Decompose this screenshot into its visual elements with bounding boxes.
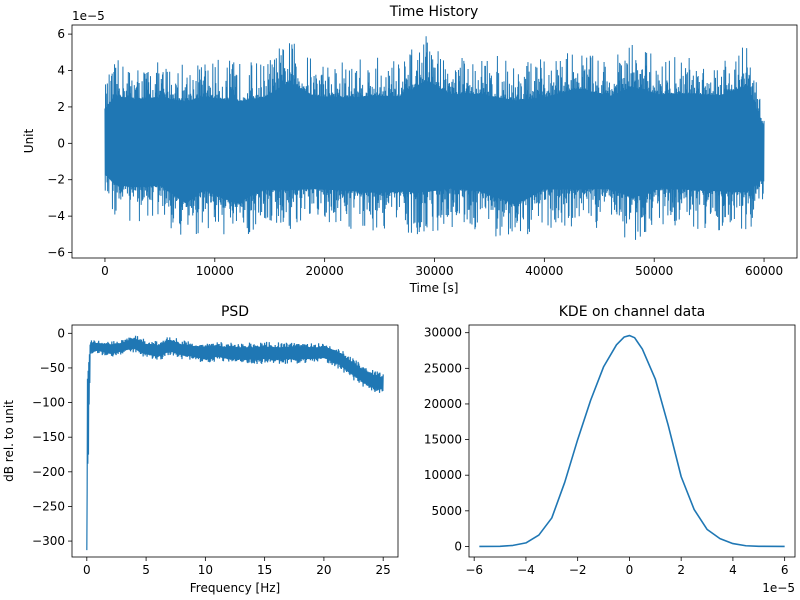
psd-x-tick-label: 10	[198, 563, 213, 577]
psd-y-tick-label: −50	[40, 361, 65, 375]
time-history-x-tick-label: 10000	[196, 264, 234, 278]
psd-y-tick-label: 0	[57, 326, 65, 340]
kde-ticks: −6 −4 −2 0 2 4 6 0 5000 10000 15000 20000 25000 30000	[424, 326, 789, 577]
kde-x-tick-label: 4	[729, 563, 737, 577]
time-history-x-tick-label: 30000	[415, 264, 453, 278]
time-history-y-tick-label: −2	[47, 173, 65, 187]
time-history-frame	[71, 24, 798, 259]
kde-y-tick-label: 15000	[424, 433, 462, 447]
psd-series-line	[86, 335, 384, 551]
time-history-x-tick-label: 60000	[745, 264, 783, 278]
time-history-panel: Time History 0 10000 20000 30000 40000 50000 6…	[22, 4, 798, 295]
time-history-x-tick-label: 20000	[306, 264, 344, 278]
psd-frame	[71, 324, 399, 558]
psd-y-label: dB rel. to unit	[2, 400, 16, 482]
psd-x-tick-label: 15	[257, 563, 272, 577]
time-history-y-tick-label: 6	[57, 27, 65, 41]
kde-title: KDE on channel data	[559, 304, 706, 320]
psd-y-tick-label: −150	[32, 430, 65, 444]
kde-y-tick-label: 30000	[424, 326, 462, 340]
kde-y-tick-label: 25000	[424, 361, 462, 375]
kde-y-tick-label: 20000	[424, 397, 462, 411]
psd-y-tick-label: −200	[32, 465, 65, 479]
time-history-x-tick-label: 0	[101, 264, 109, 278]
kde-plot-area	[479, 334, 785, 548]
kde-x-tick-label: −2	[569, 563, 587, 577]
kde-x-tick-label: 0	[626, 563, 634, 577]
psd-title: PSD	[221, 304, 249, 320]
kde-panel: KDE on channel data −6 −4 −2 0 2 4 6 0 5000 10000…	[424, 304, 796, 595]
time-history-ticks: 0 10000 20000 30000 40000 50000 60000 −6 −4 −2 0 2 4…	[47, 27, 783, 278]
time-history-title: Time History	[389, 4, 479, 20]
time-history-x-tick-label: 50000	[635, 264, 673, 278]
psd-x-tick-label: 25	[376, 563, 391, 577]
kde-y-tick-label: 0	[454, 539, 462, 553]
time-history-x-label: Time [s]	[409, 281, 459, 295]
kde-frame	[468, 324, 796, 558]
time-history-y-tick-label: 4	[57, 64, 65, 78]
time-history-y-tick-label: −6	[47, 246, 65, 260]
time-history-y-label: Unit	[22, 128, 36, 153]
time-history-offset-text: 1e−5	[72, 9, 105, 23]
kde-x-tick-label: 6	[781, 563, 789, 577]
time-history-y-tick-label: −4	[47, 209, 65, 223]
psd-ticks: 0 5 10 15 20 25 0 −50 −100 −150 −200 −250 −300	[32, 326, 391, 577]
time-history-plot-area	[104, 36, 765, 240]
kde-x-tick-label: −4	[517, 563, 535, 577]
kde-curve	[479, 334, 785, 548]
kde-y-tick-label: 5000	[431, 504, 462, 518]
kde-offset-text: 1e−5	[762, 581, 795, 595]
time-history-y-tick-label: 0	[57, 136, 65, 150]
psd-y-tick-label: −250	[32, 499, 65, 513]
kde-x-tick-label: 2	[677, 563, 685, 577]
psd-x-tick-label: 5	[142, 563, 150, 577]
psd-x-tick-label: 20	[316, 563, 331, 577]
psd-plot-area	[86, 335, 384, 551]
time-history-x-tick-label: 40000	[525, 264, 563, 278]
psd-panel: PSD 0 5 10 15 20 25 0 −50 −100 −150 −200 −250 −300 F…	[2, 304, 399, 595]
psd-y-tick-label: −100	[32, 396, 65, 410]
time-history-y-tick-label: 2	[57, 100, 65, 114]
kde-x-tick-label: −6	[465, 563, 483, 577]
time-history-series-line	[104, 36, 765, 240]
psd-y-tick-label: −300	[32, 534, 65, 548]
kde-y-tick-label: 10000	[424, 468, 462, 482]
psd-x-label: Frequency [Hz]	[190, 581, 281, 595]
psd-x-tick-label: 0	[83, 563, 91, 577]
